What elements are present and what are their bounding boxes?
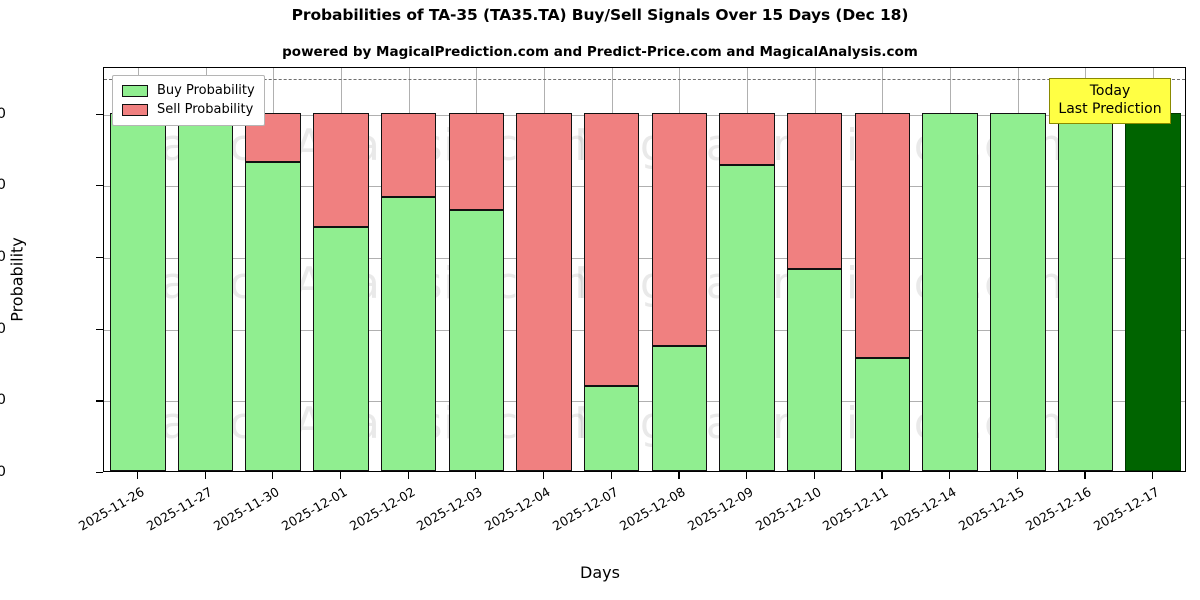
plot-area: MagicalAnalysis.comMagicalPrediction.com… [103, 67, 1186, 472]
chart-subtitle: powered by MagicalPrediction.com and Pre… [282, 44, 918, 60]
x-tick-mark [881, 472, 883, 479]
bar-group[interactable] [380, 68, 437, 471]
x-tick-mark [678, 472, 680, 479]
y-tick-label: 40 [0, 320, 6, 337]
bar-segment-buy[interactable] [448, 210, 505, 471]
bar-segment-sell[interactable] [786, 112, 843, 270]
y-axis-label: Probability [7, 237, 27, 322]
x-tick-mark [1016, 472, 1018, 479]
gridline-horizontal [104, 329, 1185, 331]
x-tick-mark [204, 472, 206, 479]
bar-group[interactable] [922, 68, 978, 471]
bar-segment-buy[interactable] [990, 112, 1046, 471]
bar-segment-buy[interactable] [245, 161, 301, 471]
bar-group[interactable] [110, 68, 166, 471]
bar-segment-sell[interactable] [516, 112, 572, 471]
legend-swatch-sell-icon [122, 103, 148, 116]
x-tick-mark [813, 472, 815, 479]
y-tick-label: 100 [0, 105, 6, 122]
legend-item-buy[interactable]: Buy Probability [122, 81, 255, 100]
bar-segment-buy[interactable] [177, 112, 234, 471]
legend-swatch-buy-icon [122, 84, 148, 97]
legend-label-buy: Buy Probability [157, 83, 255, 98]
bar-group[interactable] [313, 68, 369, 471]
x-tick-mark [475, 472, 477, 479]
bar-segment-today[interactable] [1125, 112, 1181, 471]
gridline-horizontal [104, 401, 1185, 403]
y-tick-label: 0 [0, 464, 6, 480]
y-tick-mark [96, 472, 103, 474]
y-tick-mark [96, 185, 103, 187]
x-tick-mark [407, 472, 409, 479]
bar-group[interactable] [177, 68, 234, 471]
today-annotation: Today Last Prediction [1049, 78, 1171, 124]
gridline-horizontal [104, 257, 1185, 259]
bar-segment-buy[interactable] [110, 112, 166, 471]
legend-label-sell: Sell Probability [157, 102, 254, 117]
bar-segment-sell[interactable] [313, 112, 369, 228]
y-tick-label: 20 [0, 392, 6, 409]
bar-group[interactable] [651, 68, 708, 471]
bar-group[interactable] [786, 68, 843, 471]
y-tick-mark [96, 113, 103, 115]
bar-segment-buy[interactable] [719, 164, 775, 471]
bar-segment-sell[interactable] [854, 112, 911, 359]
chart-legend[interactable]: Buy Probability Sell Probability [112, 75, 265, 126]
page-title: Probabilities of TA-35 (TA35.TA) Buy/Sel… [291, 6, 909, 24]
bar-segment-buy[interactable] [651, 345, 708, 471]
bar-group[interactable] [854, 68, 911, 471]
today-label: Today [1089, 83, 1131, 99]
bar-segment-sell[interactable] [448, 112, 505, 211]
last-prediction-label: Last Prediction [1058, 100, 1162, 117]
bar-segment-buy[interactable] [922, 112, 978, 471]
bar-group[interactable] [516, 68, 572, 471]
y-tick-mark [96, 328, 103, 330]
reference-dashed-line [104, 78, 1185, 80]
bars-layer[interactable] [104, 68, 1185, 471]
bar-group[interactable] [990, 68, 1046, 471]
x-tick-mark [136, 472, 139, 479]
bar-segment-sell[interactable] [651, 112, 708, 346]
bar-segment-sell[interactable] [583, 112, 640, 387]
bar-group[interactable] [1125, 68, 1181, 471]
x-tick-mark [272, 472, 274, 479]
x-tick-mark [1084, 472, 1086, 479]
x-tick-mark [949, 472, 951, 479]
x-tick-mark [1152, 472, 1154, 479]
bar-group[interactable] [448, 68, 505, 471]
x-tick-mark [339, 472, 342, 479]
bar-group[interactable] [1057, 68, 1114, 471]
x-tick-mark [542, 472, 545, 479]
legend-item-sell[interactable]: Sell Probability [122, 100, 255, 119]
bar-segment-buy[interactable] [786, 269, 843, 471]
bar-segment-sell[interactable] [380, 112, 437, 197]
bar-segment-sell[interactable] [719, 112, 775, 165]
bar-segment-buy[interactable] [380, 196, 437, 471]
y-tick-label: 60 [0, 248, 6, 265]
gridline-horizontal [104, 186, 1185, 188]
bar-group[interactable] [583, 68, 640, 471]
y-tick-mark [96, 256, 103, 259]
bar-segment-buy[interactable] [854, 358, 911, 471]
x-axis-label: Days [580, 563, 620, 582]
bar-group[interactable] [245, 68, 301, 471]
bar-group[interactable] [719, 68, 775, 471]
bar-segment-buy[interactable] [313, 227, 369, 471]
bar-segment-buy[interactable] [583, 386, 640, 471]
y-tick-mark [96, 400, 103, 402]
x-tick-mark [610, 472, 612, 479]
gridline-horizontal [104, 114, 1185, 116]
y-tick-label: 80 [0, 177, 6, 194]
bar-segment-buy[interactable] [1057, 112, 1114, 471]
x-tick-mark [746, 472, 748, 479]
